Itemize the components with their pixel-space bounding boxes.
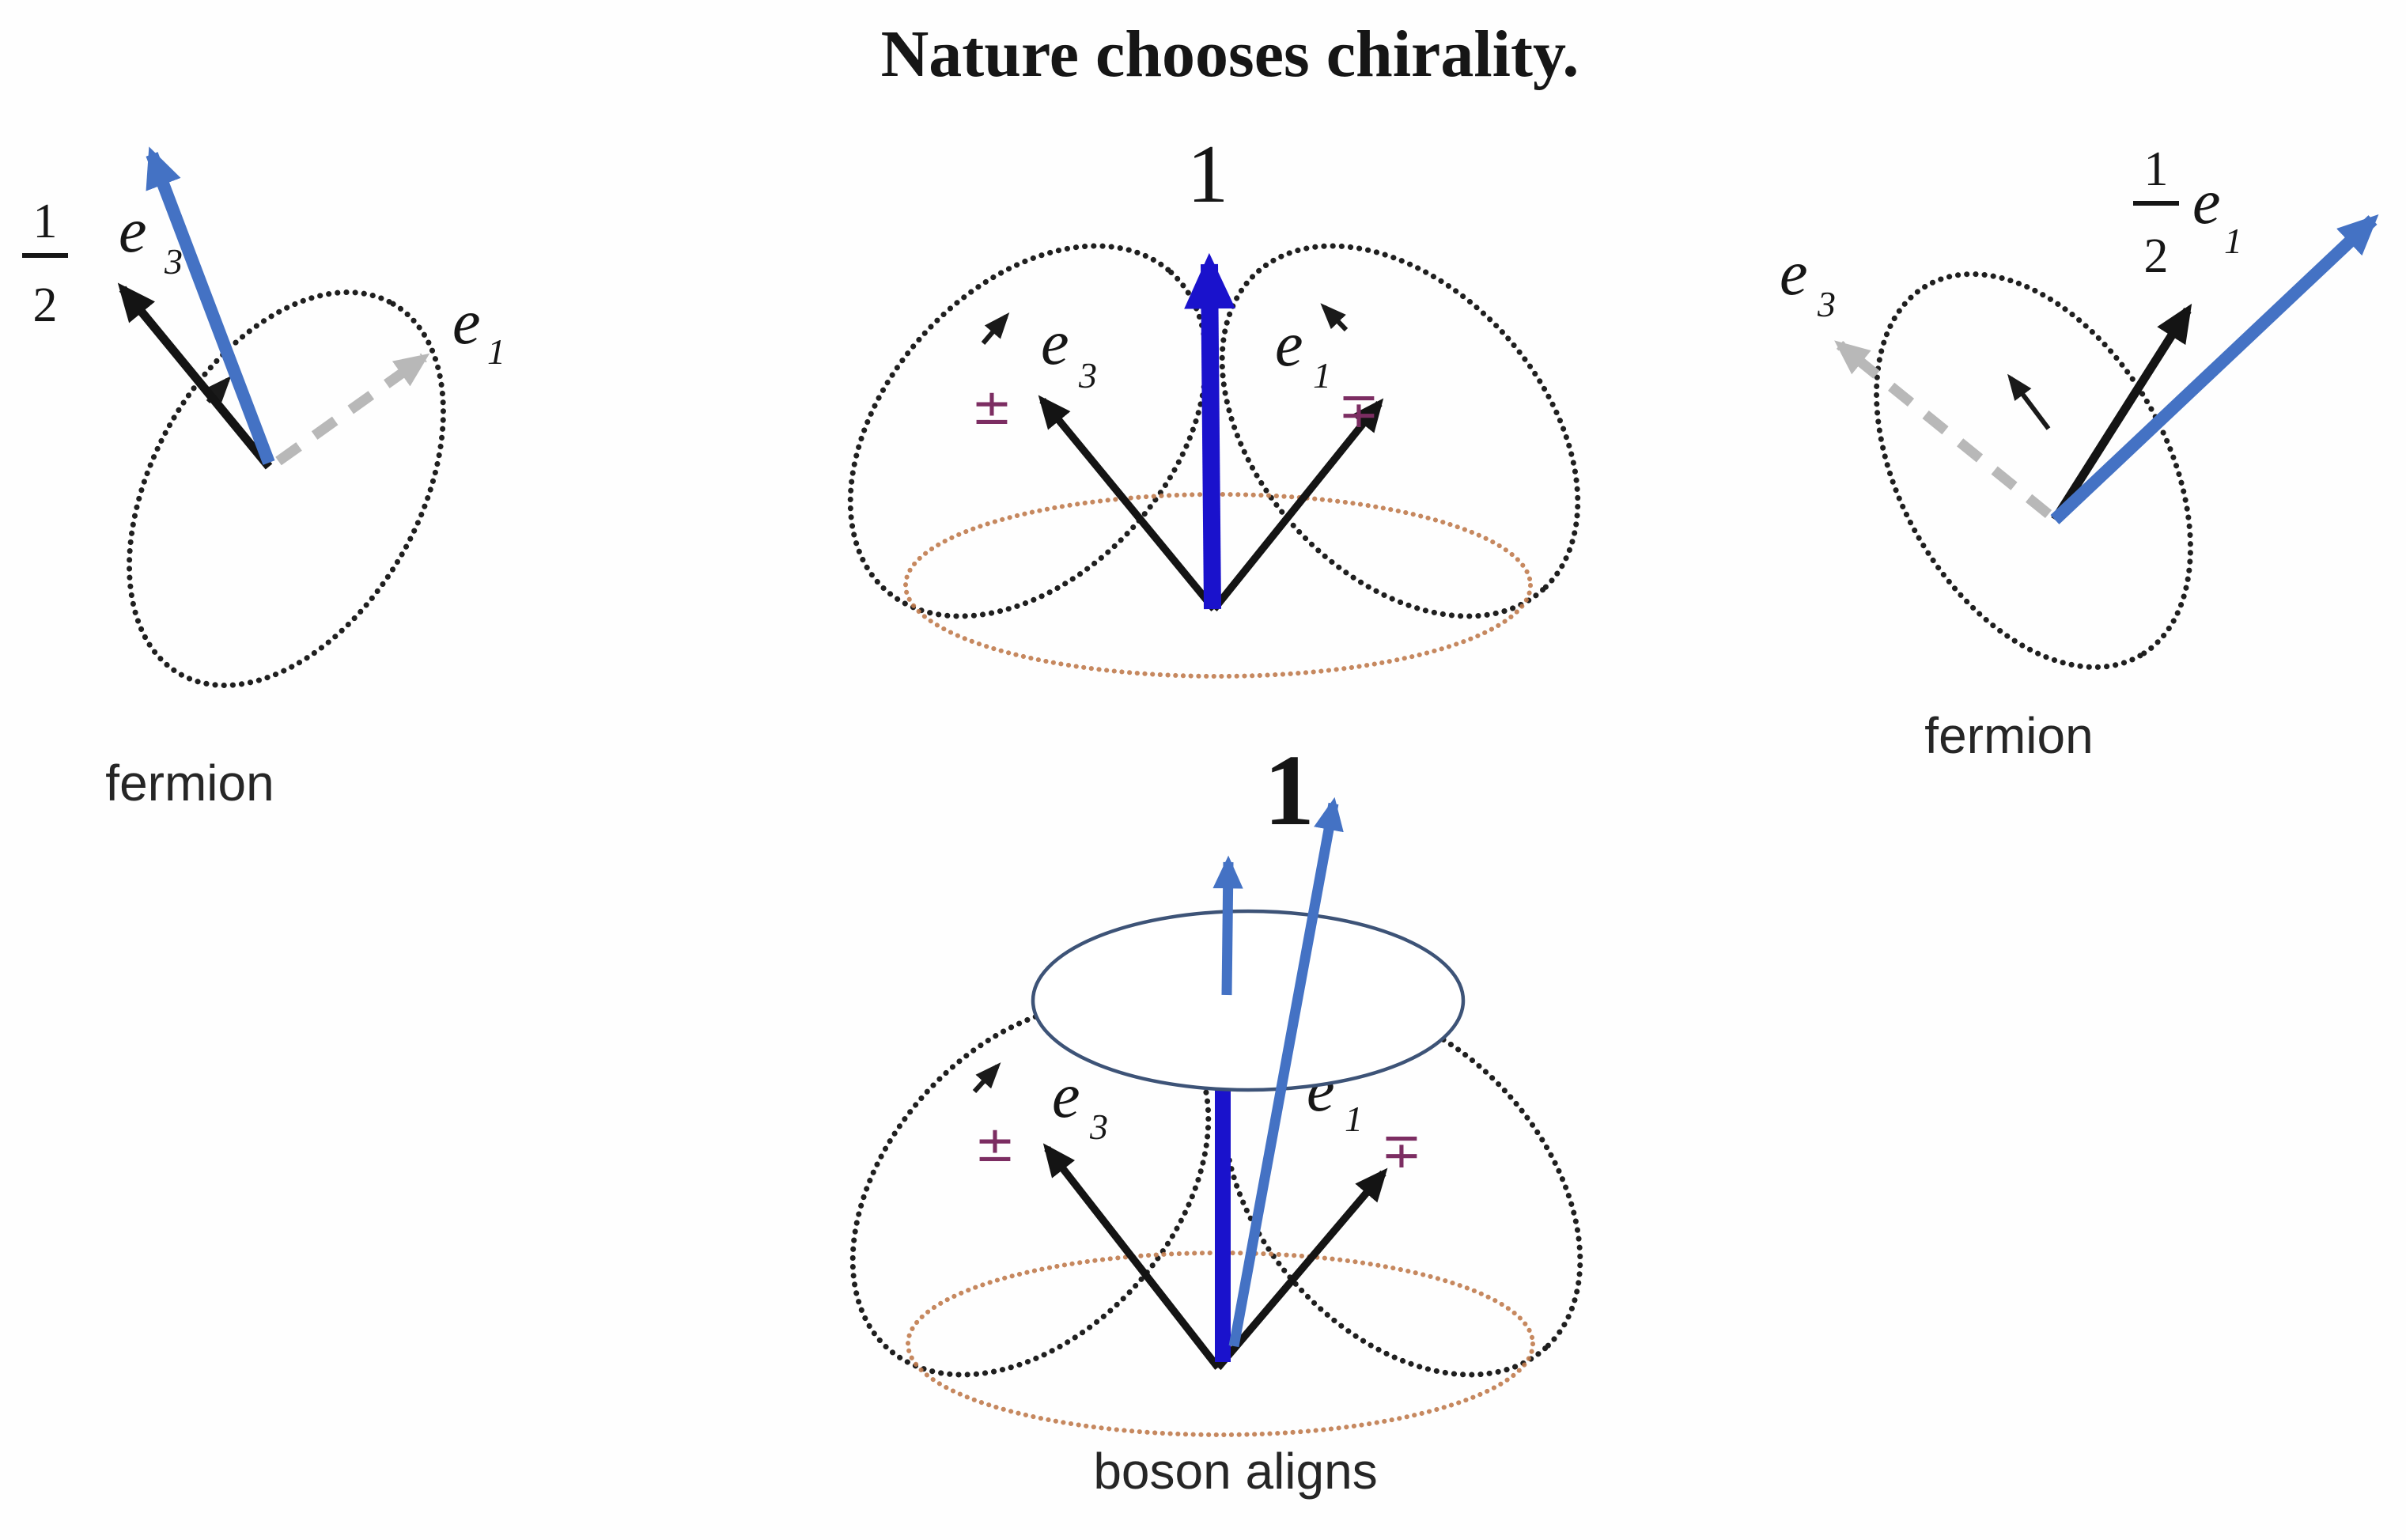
spin-vector-blue-arrow [146, 146, 275, 465]
orbit-direction-arrowhead-icon [2007, 373, 2051, 430]
spin-orbit-dotted-ellipse [127, 289, 446, 688]
spin-fraction-denominator: 2 [33, 278, 58, 332]
spin-one-blue-arrow [1184, 252, 1235, 610]
center-boson-diagram: 1 e 3 e 1 ± ∓ [847, 127, 1581, 679]
right-fermion-caption: fermion [1924, 707, 2093, 764]
spin-fraction-numerator: 1 [2144, 142, 2169, 196]
e1-label: e [452, 288, 481, 358]
petal-direction-arrowhead-icon [1320, 303, 1349, 332]
e3-label-sub: 3 [1089, 1107, 1108, 1147]
e1-axis-arrow [1211, 398, 1384, 611]
left-fermion-diagram: 1 2 e 3 e 1 fermion [22, 146, 505, 812]
e1-axis-arrow [1215, 1167, 1388, 1371]
e3-label: e [1041, 308, 1069, 378]
spin-one-label: 1 [1264, 734, 1315, 846]
e3-label: e [1052, 1061, 1080, 1131]
e3-label-sub: 3 [1078, 355, 1097, 395]
e1-label-sub: 1 [1313, 355, 1331, 395]
e3-axis-arrow [117, 282, 273, 470]
bottom-boson-diagram: e 3 e 1 ± ∓ 1 boson aligns [849, 734, 1583, 1500]
left-fermion-caption: fermion [105, 755, 274, 812]
figure-title: Nature chooses chirality. [881, 17, 1579, 91]
e3-label: e [119, 196, 147, 266]
spin-half-fraction: 1 2 [2133, 142, 2179, 283]
petal-direction-arrowhead-icon [981, 312, 1010, 345]
equator-dotted-ellipse [906, 1251, 1535, 1437]
e1-axis-dashed-arrow [275, 353, 430, 466]
e3-label: e [1780, 239, 1808, 308]
spin-fraction-denominator: 2 [2144, 229, 2169, 283]
boson-spin-arrow-short [1212, 855, 1243, 996]
equator-dotted-ellipse [903, 492, 1533, 679]
petal-direction-arrowhead-icon [972, 1062, 1001, 1094]
e1-label-sub: 1 [487, 331, 505, 372]
precession-disk [1031, 909, 1466, 1092]
e3-label-sub: 3 [1817, 284, 1836, 324]
right-fermion-diagram: e 3 1 2 e 1 fermion [1780, 142, 2379, 764]
e3-axis-arrow [1042, 1143, 1221, 1370]
minus-plus-sign: ∓ [1381, 1122, 1422, 1179]
dome-petal-left [847, 243, 1209, 619]
e1-label-sub: 1 [1345, 1099, 1363, 1139]
e3-axis-dashed-arrow [1834, 340, 2052, 519]
boson-spin-arrow-long [1228, 796, 1344, 1348]
e3-label-sub: 3 [164, 241, 183, 282]
e1-axis-arrow [2051, 303, 2192, 522]
plus-minus-sign: ± [974, 1115, 1016, 1173]
e1-label-sub: 1 [2224, 221, 2242, 261]
e3-axis-arrow [1038, 395, 1217, 612]
spin-fraction-numerator: 1 [33, 195, 58, 248]
plus-minus-sign: ± [971, 378, 1012, 436]
minus-plus-sign: ∓ [1338, 381, 1379, 439]
e1-label: e [2192, 168, 2221, 237]
spin-half-fraction: 1 2 [22, 195, 68, 332]
spin-orbit-dotted-ellipse [1874, 271, 2193, 670]
bottom-boson-caption: boson aligns [1093, 1443, 1377, 1500]
spin-one-label: 1 [1187, 127, 1229, 220]
e1-label: e [1275, 310, 1303, 380]
dome-petal-right [1219, 243, 1581, 619]
spin-vector-blue-arrow [2050, 214, 2379, 524]
